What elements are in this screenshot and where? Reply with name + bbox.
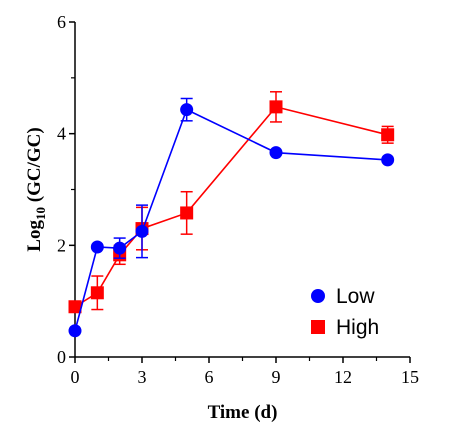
y-axis-title-main: Log [24,220,45,252]
x-tick-label: 15 [401,367,419,387]
x-tick-label: 6 [205,367,214,387]
legend-marker [311,289,325,303]
legend-label: Low [336,285,375,308]
legend-marker [311,320,325,334]
y-tick-label: 6 [57,12,66,32]
data-point [180,206,194,220]
series-layer [68,91,395,338]
data-point [68,300,82,314]
y-tick-label: 2 [57,235,66,255]
data-point [269,100,283,114]
y-axis-title-rest: (GC/GC) [24,127,45,207]
data-point [180,103,194,117]
data-point [113,241,127,255]
y-axis-title-subscript: 10 [33,207,48,220]
series-low [68,97,395,338]
x-tick-label: 0 [71,367,80,387]
series-line [74,105,388,308]
x-axis-title: Time (d) [208,402,278,423]
legend-item-low: Low [311,285,375,308]
legend: Low High [311,285,379,339]
x-tick-label: 9 [272,367,281,387]
series-high [68,91,395,314]
legend-label: High [336,316,379,339]
ticks: 0 2 4 6 0 3 6 9 12 15 [57,12,419,387]
y-tick-label: 4 [57,124,66,144]
data-point [381,128,395,142]
legend-item-high: High [311,316,379,339]
data-point [68,324,82,338]
data-point [381,153,395,167]
data-point [269,146,283,160]
data-point [90,286,104,300]
x-tick-label: 3 [138,367,147,387]
x-tick-label: 12 [334,367,352,387]
data-point [90,240,104,254]
data-point [135,224,149,238]
y-axis-title: Log10 (GC/GC) [24,127,48,251]
y-tick-label: 0 [57,347,66,367]
